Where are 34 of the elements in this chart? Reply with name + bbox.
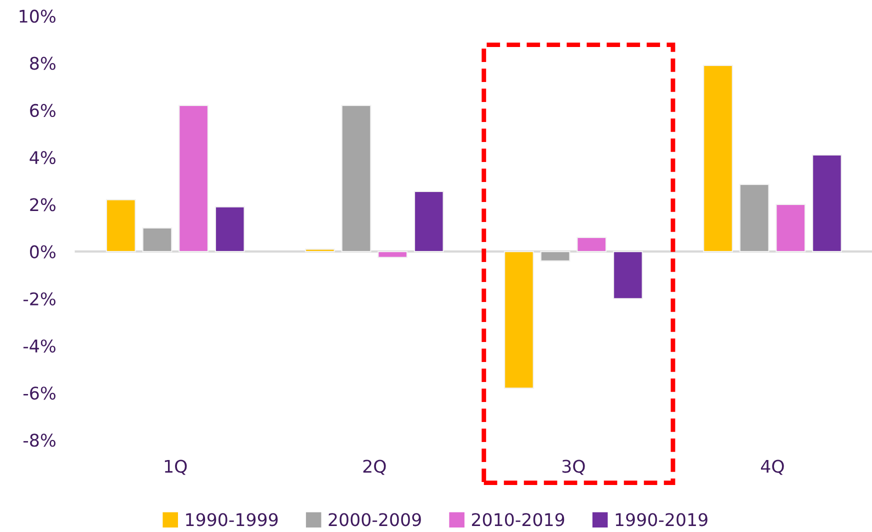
y-tick-label: -6% [23, 386, 56, 400]
bar [142, 227, 172, 252]
bar [341, 104, 372, 252]
bar [504, 250, 534, 389]
bar [106, 199, 136, 252]
bar [776, 204, 806, 252]
y-tick-label: 2% [30, 198, 56, 212]
y-tick-label: -8% [23, 434, 56, 447]
x-tick-label: 4Q [760, 460, 784, 475]
y-tick-label: -4% [23, 339, 56, 353]
y-tick-label: -2% [23, 292, 56, 306]
legend-label: 1990-2019 [616, 513, 708, 526]
bar [378, 250, 408, 258]
x-tick-label: 1Q [164, 460, 187, 475]
legend-label: 2010-2019 [472, 513, 564, 526]
bar [739, 184, 770, 252]
bar [304, 248, 335, 252]
bar [703, 64, 733, 252]
legend-label: 1990-1999 [186, 513, 278, 526]
x-tick-label: 3Q [562, 460, 585, 475]
bar [214, 206, 245, 252]
y-tick-label: 8% [30, 56, 56, 70]
y-tick-label: 4% [30, 151, 56, 164]
y-tick-label: 10% [20, 10, 56, 23]
bar [576, 236, 607, 252]
y-tick-label: 0% [30, 245, 56, 258]
bar [178, 104, 209, 252]
y-tick-label: 6% [30, 104, 56, 118]
x-tick-label: 2Q [363, 460, 386, 475]
bar [612, 250, 643, 300]
bar [540, 250, 570, 262]
bar [812, 154, 842, 252]
bar [414, 190, 444, 252]
legend-label: 2000-2009 [328, 513, 421, 526]
